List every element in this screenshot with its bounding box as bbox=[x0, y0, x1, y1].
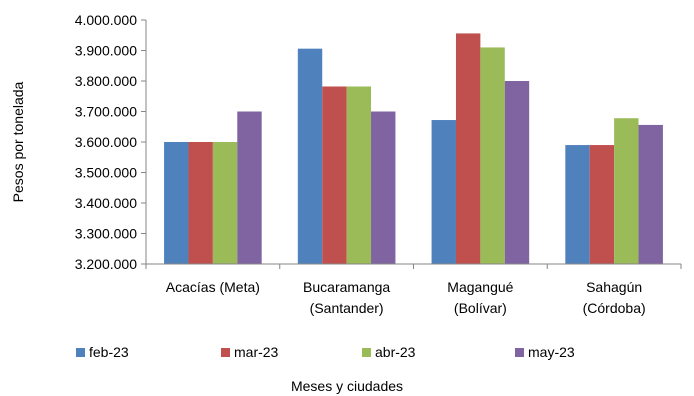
y-tick-label: 3.700.000 bbox=[75, 104, 137, 120]
y-tick-label: 3.500.000 bbox=[75, 165, 137, 181]
bar-feb-23-3 bbox=[431, 120, 456, 264]
legend-swatch-abr-23 bbox=[362, 348, 371, 357]
y-tick-label: 3.400.000 bbox=[75, 195, 137, 211]
y-tick-label: 3.300.000 bbox=[75, 226, 137, 242]
y-axis-ticks: 3.200.000 3.300.000 3.400.000 3.500.000 3.60… bbox=[75, 12, 146, 272]
y-tick-label: 3.600.000 bbox=[75, 134, 137, 150]
bar-abr-23-2 bbox=[346, 86, 372, 265]
legend-label: mar-23 bbox=[234, 344, 279, 360]
bar-may-23-3 bbox=[504, 81, 530, 264]
legend-swatch-mar-23 bbox=[221, 348, 230, 357]
y-tick-label: 3.800.000 bbox=[75, 73, 137, 89]
x-axis-title: Meses y ciudades bbox=[291, 378, 403, 394]
legend-label: may-23 bbox=[528, 344, 575, 360]
axes bbox=[145, 20, 682, 269]
bar-mar-23-3 bbox=[455, 33, 481, 264]
bar-mar-23-1 bbox=[188, 142, 213, 264]
bar-feb-23-4 bbox=[565, 145, 590, 264]
bar-may-23-4 bbox=[638, 124, 663, 264]
legend-label: abr-23 bbox=[375, 344, 416, 360]
legend: feb-23 mar-23 abr-23 may-23 bbox=[76, 344, 575, 360]
legend-label: feb-23 bbox=[89, 344, 129, 360]
bar-abr-23-3 bbox=[480, 47, 505, 265]
bar-may-23-2 bbox=[371, 111, 396, 264]
category-label: Acacías (Meta) bbox=[166, 279, 260, 295]
category-label: (Córdoba) bbox=[583, 300, 646, 316]
bars bbox=[164, 33, 663, 265]
bar-mar-23-2 bbox=[322, 86, 347, 265]
category-label: (Bolívar) bbox=[454, 300, 507, 316]
bar-abr-23-1 bbox=[212, 142, 238, 264]
category-label: (Santander) bbox=[310, 300, 384, 316]
legend-swatch-may-23 bbox=[515, 348, 524, 357]
bar-feb-23-1 bbox=[164, 142, 189, 264]
bar-mar-23-4 bbox=[589, 145, 615, 264]
y-tick-label: 3.200.000 bbox=[75, 256, 137, 272]
y-axis-title: Pesos por tonelada bbox=[10, 81, 26, 202]
category-labels: Acacías (Meta) Bucaramanga (Santander) Maga… bbox=[166, 279, 646, 316]
bar-abr-23-4 bbox=[614, 118, 639, 265]
legend-swatch-feb-23 bbox=[76, 348, 85, 357]
y-tick-label: 4.000.000 bbox=[75, 12, 137, 28]
bar-feb-23-2 bbox=[297, 48, 323, 264]
y-tick-label: 3.900.000 bbox=[75, 43, 137, 59]
category-label: Sahagún bbox=[586, 279, 642, 295]
category-label: Bucaramanga bbox=[303, 279, 390, 295]
category-label: Magangué bbox=[447, 279, 513, 295]
bar-may-23-1 bbox=[237, 111, 262, 264]
